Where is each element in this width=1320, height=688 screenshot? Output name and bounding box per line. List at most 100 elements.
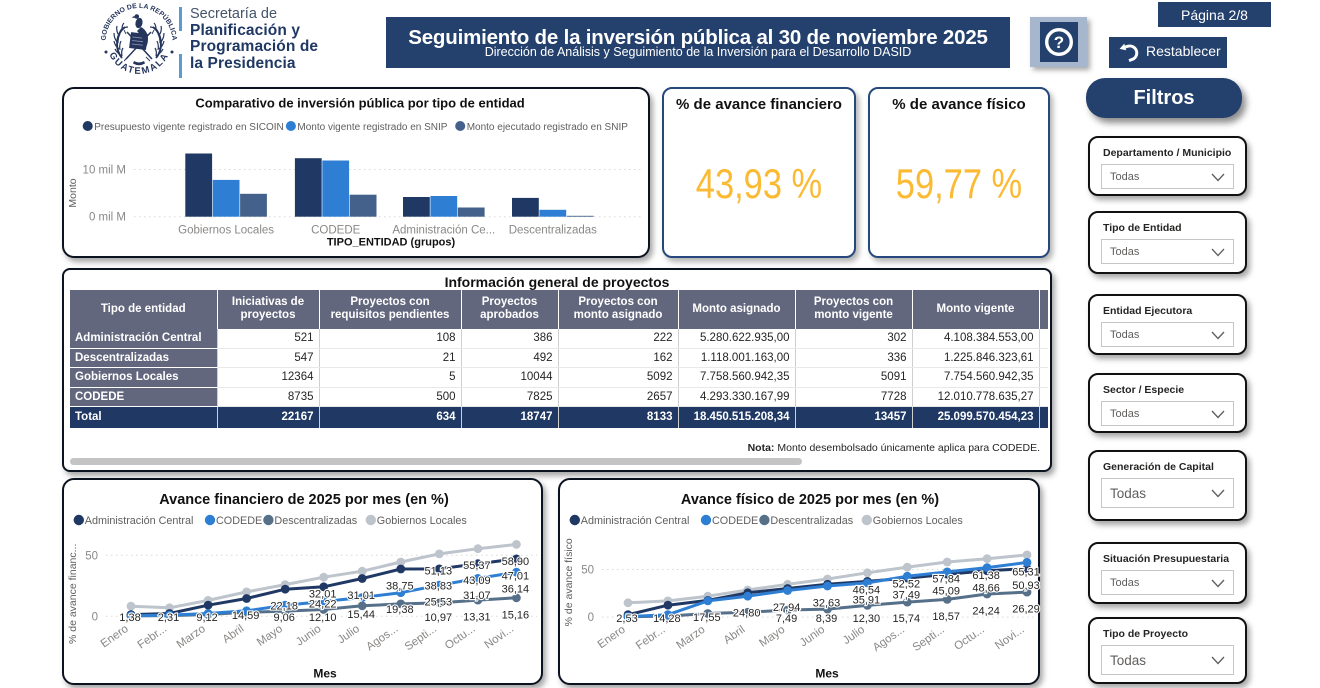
svg-text:15,44: 15,44 — [347, 609, 375, 621]
svg-text:50: 50 — [85, 550, 98, 562]
svg-text:55,37: 55,37 — [463, 560, 491, 572]
svg-text:Administración Ce...: Administración Ce... — [392, 225, 495, 237]
svg-text:CODEDE: CODEDE — [712, 515, 758, 527]
svg-text:19,38: 19,38 — [386, 604, 414, 616]
svg-text:Administración Central: Administración Central — [581, 515, 690, 527]
svg-text:Enero: Enero — [99, 623, 131, 650]
svg-text:65,31: 65,31 — [1012, 566, 1040, 578]
svg-text:31,07: 31,07 — [463, 590, 491, 602]
svg-text:10 mil M: 10 mil M — [83, 165, 126, 177]
svg-text:Septi...: Septi... — [403, 623, 439, 653]
svg-text:14,28: 14,28 — [653, 613, 681, 625]
svg-text:% de avance financ...: % de avance financ... — [67, 544, 79, 644]
svg-text:58,90: 58,90 — [502, 556, 530, 568]
svg-text:13,31: 13,31 — [463, 612, 491, 624]
svg-text:45,09: 45,09 — [932, 586, 960, 598]
svg-text:Octu...: Octu... — [952, 624, 987, 653]
svg-text:27,94: 27,94 — [773, 602, 801, 614]
svg-text:Febr...: Febr... — [634, 624, 668, 653]
svg-text:24,24: 24,24 — [972, 606, 1000, 618]
svg-text:Descentralizadas: Descentralizadas — [509, 225, 597, 237]
svg-text:22,18: 22,18 — [270, 601, 298, 613]
svg-text:2,31: 2,31 — [158, 612, 179, 624]
svg-text:38,75: 38,75 — [386, 581, 414, 593]
svg-text:50,93: 50,93 — [1012, 580, 1040, 592]
svg-text:CODEDE: CODEDE — [311, 225, 361, 237]
svg-text:36,14: 36,14 — [502, 584, 530, 596]
svg-text:12,10: 12,10 — [309, 612, 337, 624]
svg-text:Descentralizadas: Descentralizadas — [770, 515, 853, 527]
svg-text:Junio: Junio — [294, 623, 323, 649]
svg-text:% de avance físico: % de avance físico — [563, 538, 575, 626]
svg-text:Gobiernos Locales: Gobiernos Locales — [178, 225, 274, 237]
svg-text:Julio: Julio — [841, 624, 867, 647]
svg-text:Octu...: Octu... — [443, 623, 478, 652]
svg-text:9,12: 9,12 — [196, 612, 217, 624]
svg-text:18,57: 18,57 — [932, 611, 960, 623]
svg-text:CODEDE: CODEDE — [216, 515, 262, 527]
svg-text:Abril: Abril — [722, 624, 748, 647]
svg-text:Julio: Julio — [336, 623, 362, 646]
svg-text:Monto: Monto — [67, 178, 79, 207]
svg-text:50: 50 — [581, 565, 594, 577]
svg-text:Febr...: Febr... — [136, 623, 170, 652]
svg-text:Monto ejecutado registrado en: Monto ejecutado registrado en SNIP — [467, 122, 629, 133]
svg-text:Comparativo de inversión públi: Comparativo de inversión pública por tip… — [195, 96, 524, 111]
svg-text:26,29: 26,29 — [1012, 604, 1040, 616]
svg-text:Mes: Mes — [313, 667, 337, 681]
svg-text:35,91: 35,91 — [853, 594, 881, 606]
svg-text:Presupuesto vigente registrado: Presupuesto vigente registrado en SICOIN — [94, 122, 284, 133]
svg-text:Administración Central: Administración Central — [85, 515, 194, 527]
svg-text:Gobiernos Locales: Gobiernos Locales — [873, 515, 964, 527]
svg-text:Gobiernos Locales: Gobiernos Locales — [377, 515, 468, 527]
svg-text:32,01: 32,01 — [309, 589, 337, 601]
svg-text:2,53: 2,53 — [616, 613, 637, 625]
svg-text:Junio: Junio — [798, 624, 827, 650]
svg-text:24,22: 24,22 — [309, 598, 337, 610]
svg-text:Marzo: Marzo — [674, 624, 707, 652]
svg-text:14,59: 14,59 — [232, 610, 260, 622]
svg-text:Enero: Enero — [596, 624, 628, 651]
svg-text:15,74: 15,74 — [893, 613, 921, 625]
svg-text:10,97: 10,97 — [425, 612, 453, 624]
svg-text:61,38: 61,38 — [972, 570, 1000, 582]
svg-text:17,55: 17,55 — [693, 612, 721, 624]
svg-text:48,66: 48,66 — [972, 582, 1000, 594]
svg-text:31,01: 31,01 — [347, 590, 375, 602]
svg-text:24,80: 24,80 — [733, 608, 761, 620]
svg-text:Novi...: Novi... — [993, 624, 1027, 653]
svg-text:Monto vigente registrado en SN: Monto vigente registrado en SNIP — [297, 122, 447, 133]
svg-text:57,84: 57,84 — [932, 574, 960, 586]
svg-text:Avance financiero de 2025 por: Avance financiero de 2025 por mes (en %) — [159, 492, 449, 508]
svg-text:Mes: Mes — [815, 667, 839, 681]
svg-text:Mayo: Mayo — [255, 623, 285, 649]
svg-text:Agos...: Agos... — [871, 624, 907, 654]
svg-text:?: ? — [1054, 33, 1064, 52]
svg-text:Agos...: Agos... — [364, 623, 400, 653]
svg-text:Marzo: Marzo — [175, 623, 208, 651]
svg-text:15,16: 15,16 — [502, 609, 530, 621]
svg-text:12,30: 12,30 — [853, 613, 881, 625]
svg-text:Novi...: Novi... — [483, 623, 517, 652]
svg-text:32,63: 32,63 — [813, 598, 841, 610]
svg-text:TIPO_ENTIDAD (grupos): TIPO_ENTIDAD (grupos) — [327, 237, 456, 249]
svg-text:Abril: Abril — [221, 623, 247, 646]
svg-text:47,01: 47,01 — [502, 570, 530, 582]
svg-text:38,83: 38,83 — [425, 580, 453, 592]
svg-text:46,54: 46,54 — [853, 584, 881, 596]
svg-text:0 mil M: 0 mil M — [89, 212, 126, 224]
svg-text:Descentralizadas: Descentralizadas — [274, 515, 357, 527]
svg-text:52,52: 52,52 — [893, 579, 921, 591]
svg-text:Mayo: Mayo — [757, 624, 787, 650]
svg-text:Avance físico de 2025 por mes: Avance físico de 2025 por mes (en %) — [681, 492, 939, 508]
svg-text:51,13: 51,13 — [425, 565, 453, 577]
svg-text:1,38: 1,38 — [119, 612, 140, 624]
svg-text:8,39: 8,39 — [816, 613, 837, 625]
svg-text:0: 0 — [588, 612, 594, 624]
svg-text:0: 0 — [92, 611, 98, 623]
svg-text:25,53: 25,53 — [425, 597, 453, 609]
svg-text:37,49: 37,49 — [893, 590, 921, 602]
svg-text:9,06: 9,06 — [273, 612, 294, 624]
svg-text:7,49: 7,49 — [776, 613, 797, 625]
svg-text:Septi...: Septi... — [911, 624, 947, 654]
